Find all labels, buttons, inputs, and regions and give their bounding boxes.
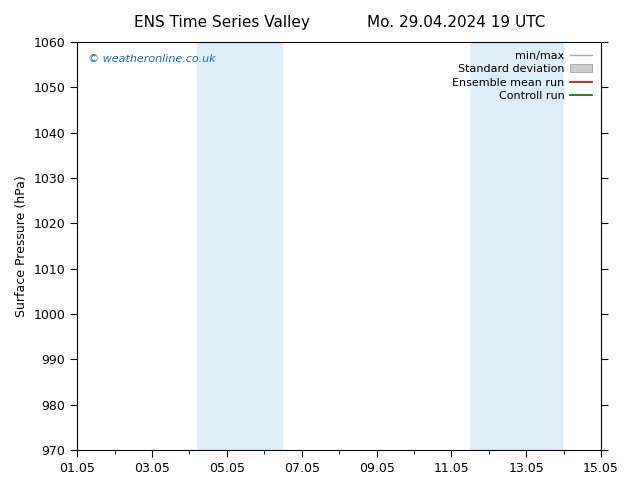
- Text: Mo. 29.04.2024 19 UTC: Mo. 29.04.2024 19 UTC: [367, 15, 546, 30]
- Y-axis label: Surface Pressure (hPa): Surface Pressure (hPa): [15, 175, 28, 317]
- Text: ENS Time Series Valley: ENS Time Series Valley: [134, 15, 310, 30]
- Bar: [470, 42, 564, 450]
- Legend: min/max, Standard deviation, Ensemble mean run, Controll run: min/max, Standard deviation, Ensemble me…: [449, 48, 595, 104]
- Bar: [197, 42, 283, 450]
- Text: © weatheronline.co.uk: © weatheronline.co.uk: [87, 54, 216, 64]
